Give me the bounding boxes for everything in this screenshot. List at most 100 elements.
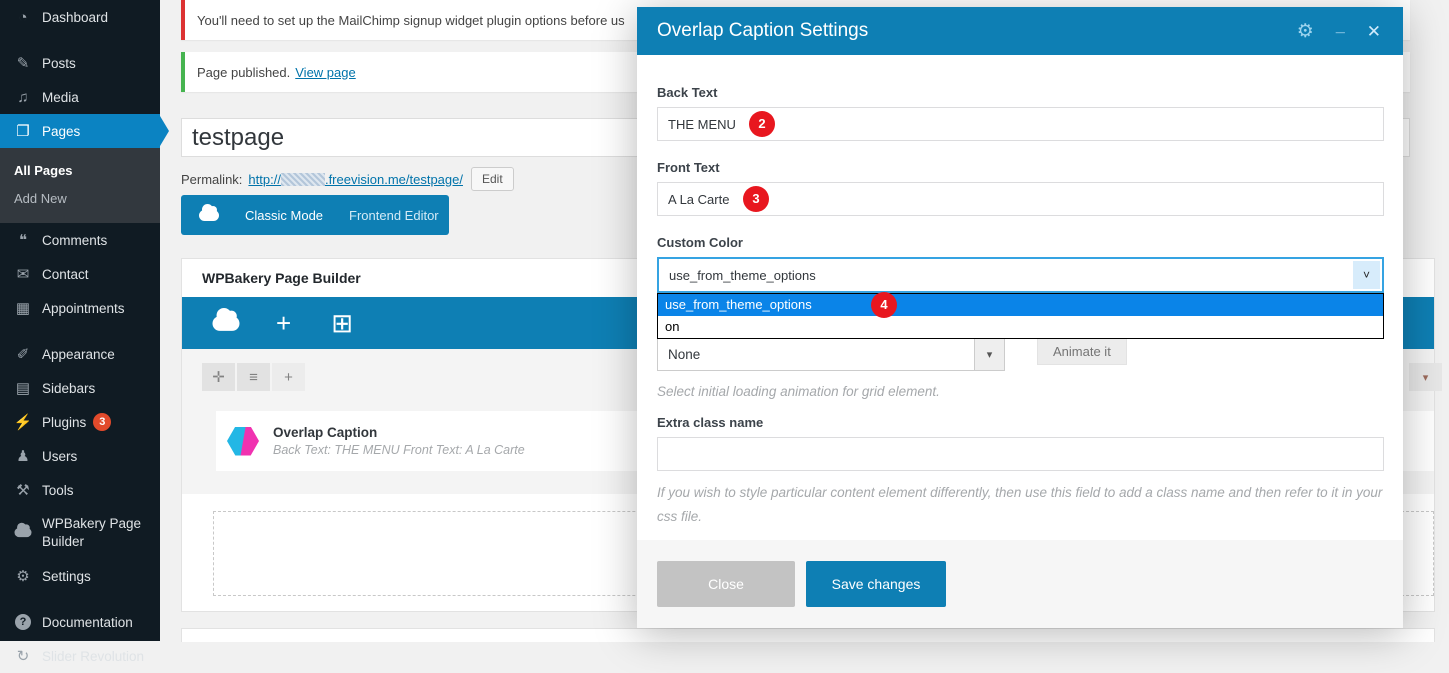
sidebar-item-users[interactable]: ♟ Users [0,439,160,473]
sidebar-item-label: Settings [42,568,91,584]
envelope-icon: ✉ [16,266,30,283]
animate-it-button[interactable]: Animate it [1037,337,1127,365]
add-to-row-button[interactable]: + [272,363,305,391]
sidebar-item-tools[interactable]: ⚒ Tools [0,473,160,507]
animation-value: None [668,346,701,362]
element-title: Overlap Caption [273,425,378,440]
wpbakery-logo-button[interactable] [212,307,240,331]
modal-body: Back Text THE MENU 2 Front Text A La Car… [637,55,1403,528]
person-icon: ♟ [16,448,30,465]
sidebar-item-label: WPBakery Page Builder [42,515,142,549]
back-text-label: Back Text [657,85,718,100]
dropdown-option-on[interactable]: on [658,316,1383,338]
front-text-value: A La Carte [668,191,730,207]
back-text-value: THE MENU [668,116,736,132]
permalink-url-prefix: http:// [248,171,281,187]
sidebar-item-sidebars[interactable]: ▤ Sidebars [0,371,160,405]
sidebar-separator [0,593,160,605]
layout-icon: ▤ [15,380,31,397]
rotate-arrow-icon: ↻ [16,648,30,665]
dropdown-option-label: use_from_theme_options [665,297,812,312]
permalink-url-suffix: .freevision.me/testpage/ [324,171,463,187]
sidebar-item-wpbakery[interactable]: WPBakery Page Builder [0,507,160,559]
step-badge-2: 2 [749,111,775,137]
row-layout-button[interactable]: ≡ [237,363,270,391]
paintbrush-icon: ✐ [16,346,30,363]
wpbakery-cloud-icon [13,522,33,542]
tab-frontend-editor[interactable]: Frontend Editor [349,207,439,223]
wpbakery-cloud-icon [212,307,240,331]
sidebar-item-slider-revolution[interactable]: ↻ Slider Revolution [0,639,160,673]
submenu-item-add-new[interactable]: Add New [14,191,67,206]
save-changes-button[interactable]: Save changes [806,561,946,607]
step-badge-4: 4 [871,292,897,318]
sidebar-item-settings[interactable]: ⚙ Settings [0,559,160,593]
sidebar-item-media[interactable]: ♫ Media [0,80,160,114]
sidebar-item-label: Tools [42,482,74,498]
tab-classic-mode[interactable]: Classic Mode [245,207,324,223]
sidebar-item-label: Slider Revolution [42,648,145,664]
row-toggle-button[interactable]: ▾ [1409,363,1442,391]
dropdown-option-use-from-theme-options[interactable]: use_from_theme_options 4 [658,292,1383,318]
permalink-link[interactable]: http:// .freevision.me/testpage/ [248,172,463,187]
templates-button[interactable]: ⊞ [331,310,353,336]
add-element-button[interactable]: + [276,310,291,336]
sidebar-item-label: Documentation [42,614,133,630]
sidebar-item-label: Pages [42,123,81,139]
extra-class-input[interactable] [657,437,1384,471]
sidebar-item-documentation[interactable]: ? Documentation [0,605,160,639]
sidebar-item-pages[interactable]: ❐ Pages [0,114,169,148]
sidebar-separator [0,34,160,46]
sliders-icon: ⚙ [16,568,30,585]
dashboard-icon: ◔ [18,8,28,26]
sidebar-item-label: Media [42,89,79,105]
animation-help-text: Select initial loading animation for gri… [657,384,940,399]
overlap-caption-settings-modal: Overlap Caption Settings ⚙ _ ✕ Back Text… [637,7,1403,628]
front-text-group: Front Text A La Carte 3 [657,160,1384,216]
row-controls: ✛ ≡ + [202,363,307,391]
animation-row: None ▾ Animate it [657,337,1384,371]
extra-class-label: Extra class name [657,415,764,430]
animation-select[interactable]: None ▾ [657,337,1005,371]
sidebar-item-contact[interactable]: ✉ Contact [0,257,160,291]
next-metabox-edge [181,628,1435,642]
sidebar-item-comments[interactable]: ❝ Comments [0,223,160,257]
plus-icon: + [284,368,293,386]
question-circle-icon: ? [15,614,31,630]
permalink-row: Permalink: http:// .freevision.me/testpa… [181,167,514,191]
sidebar-item-posts[interactable]: ✎ Posts [0,46,160,80]
sidebar-item-appearance[interactable]: ✐ Appearance [0,337,160,371]
sidebar-item-label: Contact [42,266,89,282]
back-text-group: Back Text THE MENU 2 [657,85,1384,141]
admin-sidebar: ◔ Dashboard ✎ Posts ♫ Media ❐ Pages All … [0,0,169,665]
element-meta: Back Text: THE MENU Front Text: A La Car… [273,443,525,457]
sidebar-item-dashboard[interactable]: ◔ Dashboard [0,0,160,34]
gear-icon[interactable]: ⚙ [1296,20,1314,42]
editor-mode-bar: Classic Mode Frontend Editor [181,195,449,235]
front-text-input[interactable]: A La Carte [657,182,1384,216]
caret-down-icon: ▾ [974,338,1004,370]
plug-icon: ⚡ [13,414,33,431]
plus-icon: + [276,308,292,338]
pushpin-icon: ✎ [16,55,30,72]
sidebar-item-label: Posts [42,55,76,71]
close-icon[interactable]: ✕ [1366,21,1381,41]
pages-icon: ❐ [16,123,30,140]
submenu-item-all-pages[interactable]: All Pages [14,163,73,178]
custom-color-label: Custom Color [657,235,743,250]
sidebar-item-plugins[interactable]: ⚡ Plugins 3 [0,405,160,439]
close-button[interactable]: Close [657,561,795,607]
metabox-header: WPBakery Page Builder [182,259,1434,297]
minimize-icon[interactable]: _ [1335,18,1345,35]
layout-grid-icon: ⊞ [331,308,353,338]
sidebar-item-appointments[interactable]: ▦ Appointments [0,291,160,325]
view-page-link[interactable]: View page [295,64,356,80]
sidebar-item-label: Sidebars [42,380,96,396]
custom-color-select[interactable]: use_from_theme_options ˅ [657,257,1384,293]
dropdown-option-label: on [665,319,680,334]
custom-color-dropdown-list: use_from_theme_options 4 on [657,292,1384,339]
permalink-edit-button[interactable]: Edit [470,167,514,191]
move-row-button[interactable]: ✛ [202,363,235,391]
wpbakery-cloud-icon [199,203,219,221]
back-text-input[interactable]: THE MENU [657,107,1384,141]
